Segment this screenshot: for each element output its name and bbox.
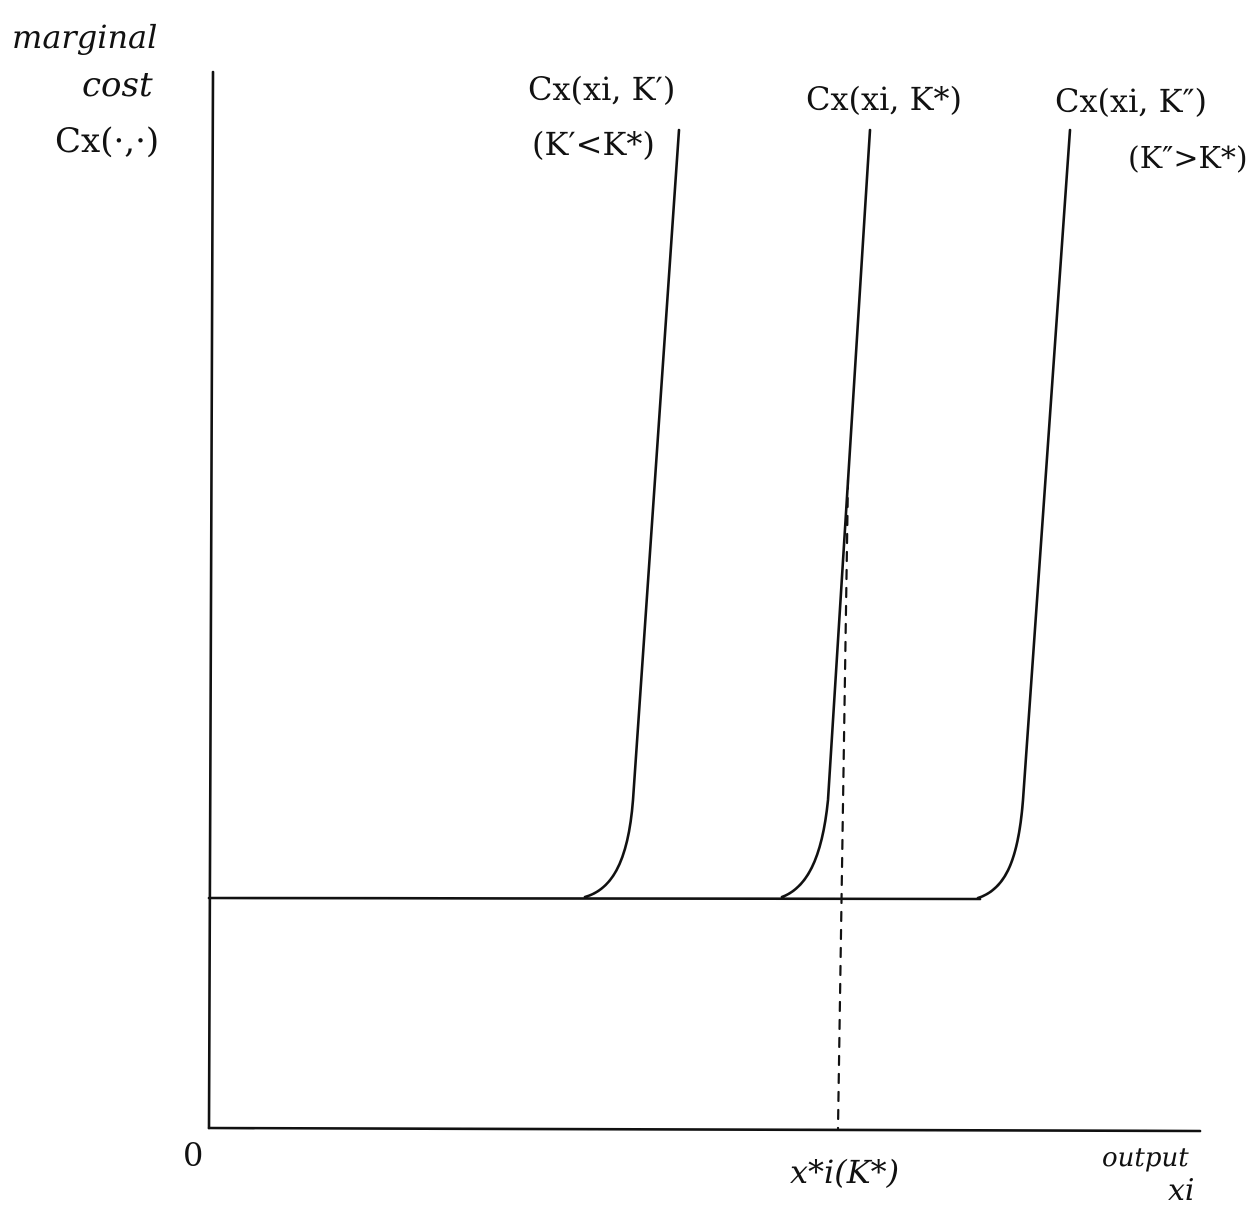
y-label-cost: cost — [82, 65, 153, 105]
optimal-output-dashed-line — [836, 478, 850, 1130]
y-label-marginal: marginal — [12, 18, 157, 56]
x-axis-label: output xi — [1102, 1143, 1195, 1208]
origin-label: 0 — [183, 1136, 203, 1174]
curve-label-k-double-prime: Cx(xi, K″) (K″>K*) — [1055, 82, 1248, 176]
optimal-output-label: x*i(K*) — [790, 1153, 899, 1191]
marginal-cost-curve-k-star — [780, 128, 872, 899]
curve-label-k-prime: Cx(xi, K′) (K′<K*) — [528, 70, 675, 163]
x-axis — [207, 1126, 1202, 1133]
x-label-variable: xi — [1168, 1173, 1195, 1208]
marginal-cost-curve-k-prime — [583, 128, 681, 899]
x-label-output: output — [1102, 1143, 1189, 1173]
curve-label-k-double-prime-function: Cx(xi, K″) — [1055, 82, 1207, 120]
axes — [207, 70, 1202, 1133]
y-axis-label: marginal cost Cx(·,·) — [12, 18, 159, 161]
curve-label-k-double-prime-condition: (K″>K*) — [1128, 141, 1248, 176]
y-label-function: Cx(·,·) — [55, 121, 159, 161]
marginal-cost-curve-k-double-prime — [976, 128, 1072, 900]
curve-label-k-star-function: Cx(xi, K*) — [806, 80, 962, 118]
curve-label-k-star: Cx(xi, K*) — [806, 80, 962, 118]
curve-label-k-prime-function: Cx(xi, K′) — [528, 70, 675, 108]
y-axis — [207, 70, 215, 1130]
flat-marginal-cost-segment — [207, 896, 982, 901]
curve-label-k-prime-condition: (K′<K*) — [532, 125, 655, 163]
